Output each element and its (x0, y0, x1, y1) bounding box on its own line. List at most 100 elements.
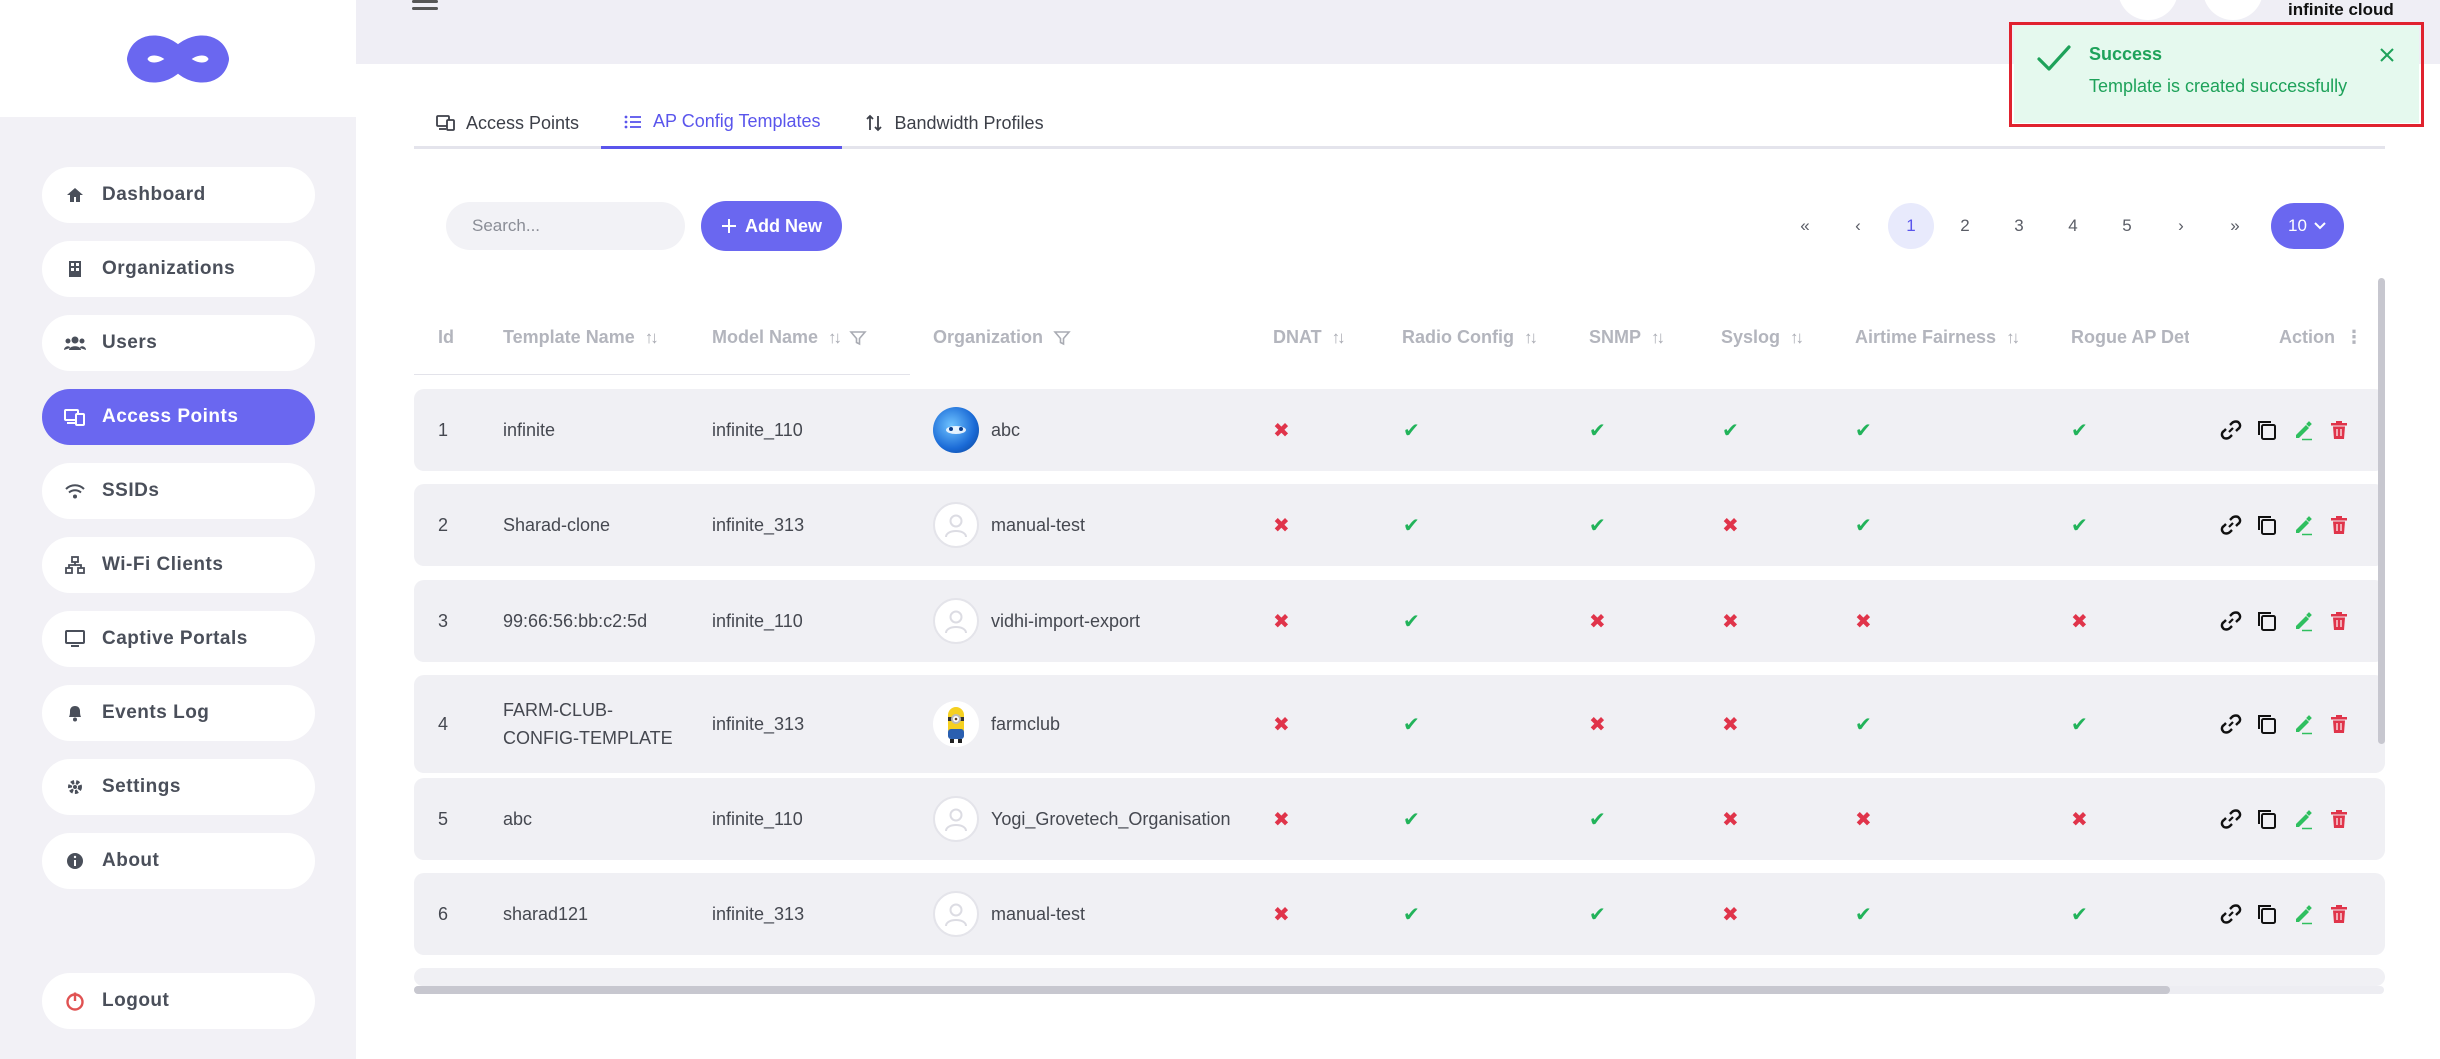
sidebar-item-events-log[interactable]: Events Log (42, 685, 315, 741)
table-row[interactable]: 3 99:66:56:bb:c2:5d infinite_110 vidhi-impo… (414, 580, 2385, 662)
add-new-button[interactable]: Add New (701, 201, 842, 251)
close-icon[interactable] (2378, 46, 2396, 64)
organization-name: farmclub (991, 713, 1061, 734)
delete-icon[interactable] (2328, 903, 2350, 925)
table-row[interactable]: 1 infinite infinite_110 abc ✖ ✔ ✔ ✔ ✔ ✔ (414, 389, 2385, 471)
delete-icon[interactable] (2328, 713, 2350, 735)
tab-ap-config-templates-label: AP Config Templates (653, 111, 821, 131)
header-dnat[interactable]: DNAT ↑↓ (1273, 327, 1346, 347)
cell-rogue: ✖ (2071, 580, 2088, 662)
sidebar-item-about[interactable]: About (42, 833, 315, 889)
sort-icon[interactable]: ↑↓ (644, 327, 659, 347)
delete-icon[interactable] (2328, 514, 2350, 536)
cross-icon: ✖ (1722, 610, 1739, 633)
tab-bandwidth-profiles[interactable]: Bandwidth Profiles (842, 97, 1065, 149)
page-1-button[interactable]: 1 (1888, 203, 1934, 249)
edit-icon[interactable] (2292, 713, 2314, 735)
link-icon[interactable] (2220, 419, 2242, 441)
link-icon[interactable] (2220, 808, 2242, 830)
header-template-name[interactable]: Template Name ↑↓ (503, 327, 659, 347)
header-organization[interactable]: Organization (933, 300, 1071, 375)
page-4-button[interactable]: 4 (2068, 216, 2078, 235)
header-syslog[interactable]: Syslog ↑↓ (1721, 327, 1804, 347)
sidebar-item-users[interactable]: Users (42, 315, 315, 371)
next-page-button[interactable]: › (2178, 216, 2184, 235)
user-menu-name[interactable]: infinite cloud (2288, 0, 2394, 19)
header-snmp[interactable]: SNMP ↑↓ (1589, 327, 1665, 347)
link-icon[interactable] (2220, 903, 2242, 925)
check-icon: ✔ (1589, 419, 1606, 442)
sidebar-item-ssids[interactable]: SSIDs (42, 463, 315, 519)
edit-icon[interactable] (2292, 419, 2314, 441)
edit-icon[interactable] (2292, 514, 2314, 536)
delete-icon[interactable] (2328, 419, 2350, 441)
copy-icon[interactable] (2256, 610, 2278, 632)
edit-icon[interactable] (2292, 808, 2314, 830)
delete-icon[interactable] (2328, 610, 2350, 632)
page-3-button[interactable]: 3 (2014, 216, 2024, 235)
table-row[interactable]: 6 sharad121 infinite_313 manual-test ✖ ✔ ✔ ✖ ✔ ✔ (414, 873, 2385, 955)
sidebar-item-dashboard[interactable]: Dashboard (42, 167, 315, 223)
sidebar-item-captive-portals[interactable]: Captive Portals (42, 611, 315, 667)
sidebar-item-organizations[interactable]: Organizations (42, 241, 315, 297)
sidebar-item-access-points[interactable]: Access Points (42, 389, 315, 445)
table-row[interactable]: 2 Sharad-clone infinite_313 manual-test ✖ ✔ ✔ ✖… (414, 484, 2385, 566)
first-page-button[interactable]: « (1800, 216, 1810, 235)
delete-icon[interactable] (2328, 808, 2350, 830)
copy-icon[interactable] (2256, 903, 2278, 925)
link-icon[interactable] (2220, 610, 2242, 632)
header-airtime-fairness[interactable]: Airtime Fairness ↑↓ (1855, 327, 2020, 347)
sidebar-item-wifi-clients[interactable]: Wi-Fi Clients (42, 537, 315, 593)
page-2-button[interactable]: 2 (1960, 216, 1970, 235)
table-row[interactable]: 5 abc infinite_110 Yogi_Grovetech_Organisat… (414, 778, 2385, 860)
organization-name: Yogi_Grovetech_Organisation (991, 808, 1231, 829)
home-icon (62, 185, 88, 205)
sort-icon[interactable]: ↑↓ (2006, 327, 2020, 347)
cross-icon: ✖ (1722, 713, 1739, 736)
sort-icon[interactable]: ↑↓ (828, 327, 842, 347)
link-icon[interactable] (2220, 713, 2242, 735)
sort-icon[interactable]: ↑↓ (1651, 327, 1665, 347)
sort-icon[interactable]: ↑↓ (1523, 327, 1538, 347)
logout-button[interactable]: Logout (42, 973, 315, 1029)
page-5-button[interactable]: 5 (2122, 216, 2132, 235)
cell-radio: ✔ (1403, 389, 1420, 471)
horizontal-scrollbar-thumb[interactable] (414, 986, 2170, 994)
logo[interactable] (0, 0, 356, 117)
copy-icon[interactable] (2256, 419, 2278, 441)
tab-access-points[interactable]: Access Points (414, 97, 601, 149)
search-input[interactable] (446, 202, 685, 250)
copy-icon[interactable] (2256, 713, 2278, 735)
edit-icon[interactable] (2292, 903, 2314, 925)
menu-toggle-icon[interactable] (412, 0, 438, 14)
template-name-line-2: CONFIG-TEMPLATE (503, 728, 673, 748)
edit-icon[interactable] (2292, 610, 2314, 632)
notification-bell-icon[interactable] (2118, 0, 2178, 20)
vertical-scrollbar[interactable] (2378, 278, 2385, 744)
horizontal-scrollbar[interactable] (414, 986, 2384, 994)
sidebar-item-settings[interactable]: Settings (42, 759, 315, 815)
sort-icon[interactable]: ↑↓ (1790, 327, 1804, 347)
filter-icon[interactable] (849, 329, 867, 347)
page-size-select[interactable]: 10 (2271, 203, 2344, 249)
sort-icon[interactable]: ↑↓ (1331, 327, 1346, 347)
cell-syslog: ✖ (1722, 580, 1739, 662)
kebab-icon[interactable]: ⋮ (2345, 327, 2363, 347)
tab-ap-config-templates[interactable]: AP Config Templates (601, 97, 843, 149)
cell-template-name: abc (503, 808, 533, 829)
table-row[interactable]: 4 FARM-CLUB- CONFIG-TEMPLATE infinite_313 fa… (414, 675, 2385, 773)
table-row[interactable] (414, 968, 2385, 986)
organization-name: vidhi-import-export (991, 610, 1141, 631)
toast-title: Success (2089, 44, 2163, 64)
filter-icon[interactable] (1053, 329, 1071, 347)
copy-icon[interactable] (2256, 808, 2278, 830)
copy-icon[interactable] (2256, 514, 2278, 536)
list-icon (624, 115, 642, 128)
organization-avatar (933, 701, 979, 747)
user-avatar[interactable] (2203, 0, 2263, 20)
last-page-button[interactable]: » (2230, 216, 2240, 235)
link-icon[interactable] (2220, 514, 2242, 536)
header-radio-config[interactable]: Radio Config ↑↓ (1402, 327, 1538, 347)
header-model-name[interactable]: Model Name ↑↓ (712, 300, 867, 375)
prev-page-button[interactable]: ‹ (1855, 216, 1861, 235)
